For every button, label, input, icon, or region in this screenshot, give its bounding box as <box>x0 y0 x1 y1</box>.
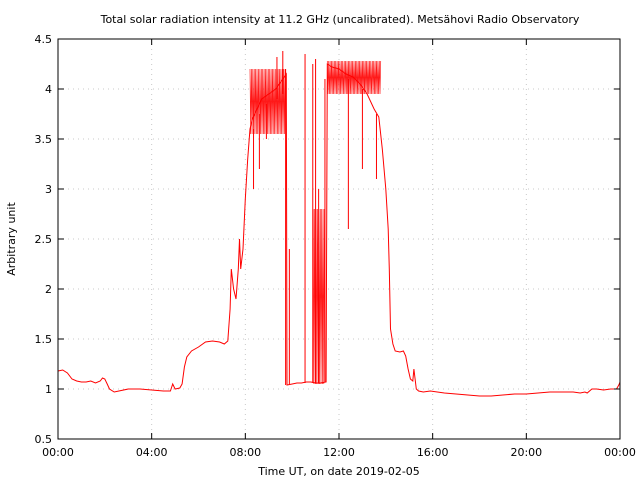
y-tick-label: 2 <box>45 283 52 296</box>
signal-band <box>326 60 382 95</box>
y-tick-label: 2.5 <box>35 233 53 246</box>
series-line <box>57 63 621 397</box>
y-tick-label: 4.5 <box>35 33 53 46</box>
x-tick-labels: 00:00 04:00 08:00 12:00 16:00 20:00 00:00 <box>42 446 636 459</box>
signal-spikes <box>253 51 377 385</box>
x-axis-label: Time UT, on date 2019-02-05 <box>257 465 420 478</box>
y-tick-label: 3.5 <box>35 133 53 146</box>
chart-title: Total solar radiation intensity at 11.2 … <box>100 13 580 26</box>
x-tick-label: 00:00 <box>42 446 74 459</box>
x-tick-label: 20:00 <box>510 446 542 459</box>
x-tick-label: 00:00 <box>604 446 636 459</box>
y-tick-label: 1 <box>45 383 52 396</box>
grid <box>58 39 620 439</box>
y-tick-label: 3 <box>45 183 52 196</box>
y-tick-label: 4 <box>45 83 52 96</box>
axis-ticks <box>57 38 621 440</box>
x-tick-label: 08:00 <box>229 446 261 459</box>
x-tick-label: 04:00 <box>136 446 168 459</box>
y-axis-label: Arbitrary unit <box>5 202 18 276</box>
x-tick-label: 16:00 <box>417 446 449 459</box>
y-tick-labels: 0.5 1 1.5 2 2.5 3 3.5 4 4.5 <box>35 33 53 446</box>
y-tick-label: 1.5 <box>35 333 53 346</box>
x-tick-label: 12:00 <box>323 446 355 459</box>
y-tick-label: 0.5 <box>35 433 53 446</box>
signal-band <box>249 68 287 135</box>
